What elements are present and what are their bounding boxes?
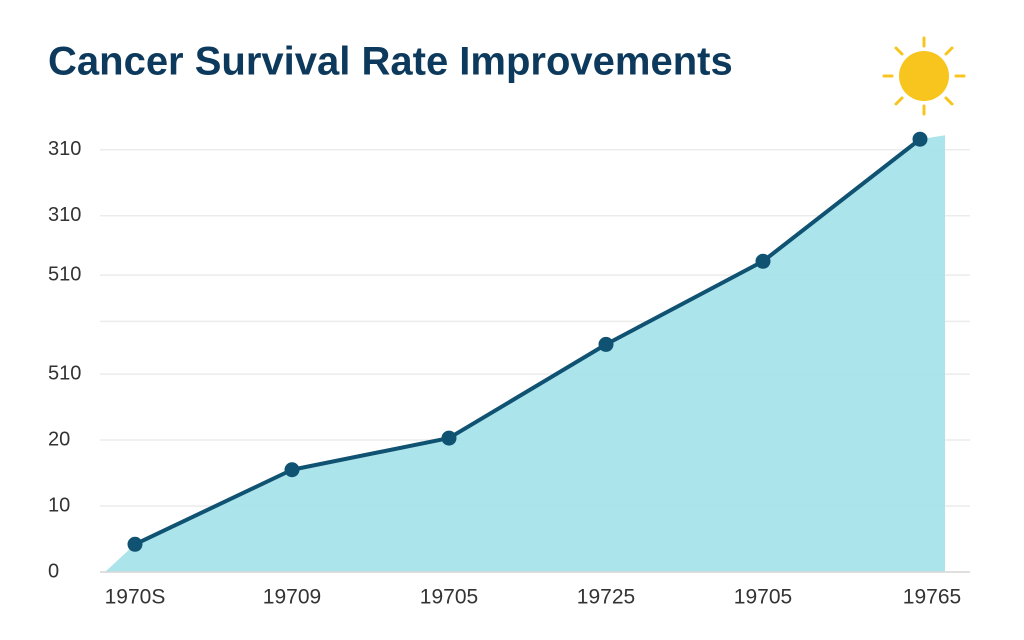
chart-title: Cancer Survival Rate Improvements: [48, 40, 733, 84]
y-tick-label: 310: [48, 204, 81, 226]
line: [134, 137, 922, 547]
point: [441, 430, 457, 446]
x-tick-label: 19709: [263, 586, 321, 609]
x-tick-label: 1970S: [105, 586, 166, 609]
y-tick-label: 0: [48, 560, 59, 582]
area: [105, 135, 945, 572]
point: [598, 336, 614, 352]
y-tick-label: 310: [48, 138, 81, 160]
y-tick-label: 10: [48, 494, 70, 516]
x-tick-label: 19725: [577, 586, 635, 609]
point: [127, 536, 143, 552]
x-tick-label: 19705: [734, 586, 792, 609]
point: [755, 253, 771, 269]
y-tick-label: 510: [48, 263, 81, 285]
y-tick-label: 20: [48, 428, 70, 450]
x-tick-label: 19765: [903, 586, 961, 609]
x-tick-label: 19705: [420, 586, 478, 609]
point: [284, 462, 300, 478]
point: [912, 131, 928, 147]
y-tick-label: 510: [48, 362, 81, 384]
sun-icon: [882, 36, 966, 116]
